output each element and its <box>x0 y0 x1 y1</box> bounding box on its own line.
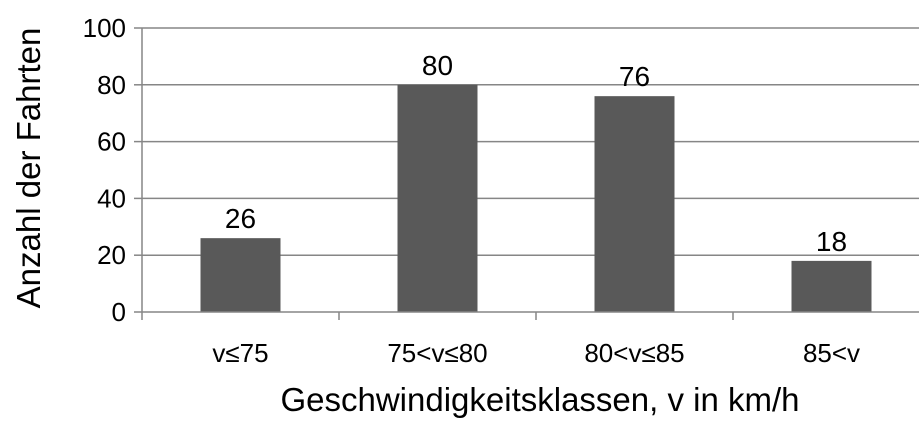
y-tick-label: 100 <box>83 13 126 43</box>
y-tick-label: 20 <box>97 240 126 270</box>
x-tick-label: v≤75 <box>212 338 268 368</box>
x-tick-label: 75<v≤80 <box>387 338 487 368</box>
data-label: 18 <box>816 226 847 257</box>
data-label: 80 <box>422 50 453 81</box>
y-tick-label: 60 <box>97 127 126 157</box>
bar <box>397 84 478 312</box>
x-axis-label: Geschwindigkeitsklassen, v in km/h <box>280 381 799 418</box>
x-tick-label: 80<v≤85 <box>584 338 684 368</box>
bar <box>791 260 872 312</box>
y-tick-labels: 0 20 40 60 80 100 <box>83 13 126 327</box>
x-tick-labels: v≤75 75<v≤80 80<v≤85 85<v <box>212 338 860 368</box>
x-tick-label: 85<v <box>803 338 860 368</box>
bars <box>200 84 872 312</box>
gridlines <box>142 27 919 256</box>
bar <box>594 96 675 312</box>
y-tick-label: 80 <box>97 70 126 100</box>
data-label: 76 <box>619 61 650 92</box>
axes <box>134 27 919 320</box>
y-axis-label: Anzahl der Fahrten <box>10 28 47 309</box>
bar <box>200 238 281 312</box>
y-tick-label: 40 <box>97 183 126 213</box>
y-tick-label: 0 <box>112 297 126 327</box>
data-label: 26 <box>225 203 256 234</box>
data-labels: 26 80 76 18 <box>225 50 847 257</box>
